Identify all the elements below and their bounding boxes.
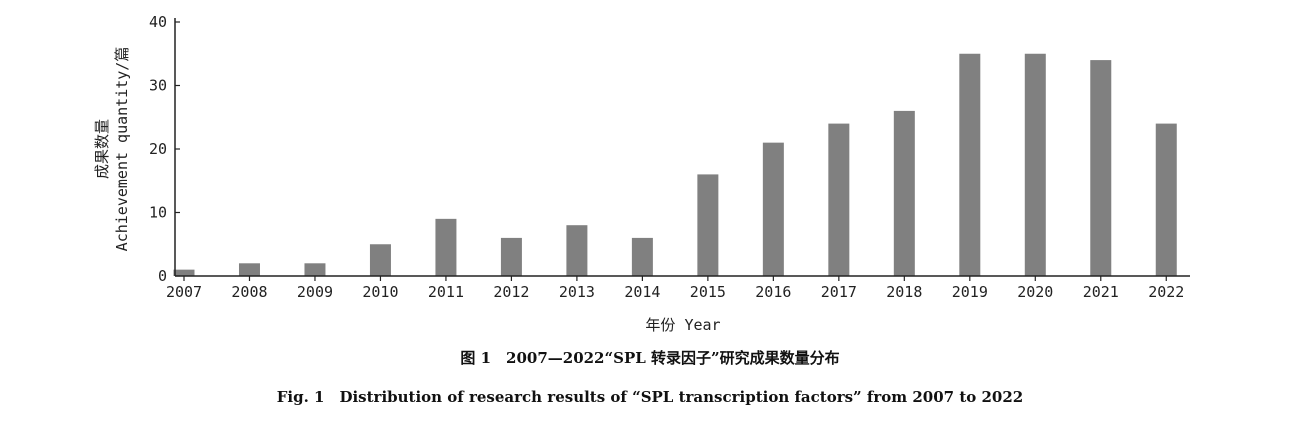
bar-2011 — [435, 218, 457, 276]
bar-2007 — [173, 269, 195, 276]
x-tick-label-2007: 2007 — [166, 283, 202, 301]
figure-caption-cn: 图 1 2007—2022“SPL 转录因子”研究成果数量分布 — [460, 349, 840, 367]
bar-2018 — [893, 110, 915, 277]
bar-2015 — [697, 174, 719, 276]
y-axis-title-cn: 成果数量 — [93, 119, 111, 179]
y-tick-label-40: 40 — [149, 13, 167, 31]
bar-2012 — [500, 237, 522, 276]
x-tick-label-2011: 2011 — [428, 283, 464, 301]
x-tick-label-2019: 2019 — [952, 283, 988, 301]
x-tick-label-2020: 2020 — [1017, 283, 1053, 301]
x-tick-label-2010: 2010 — [362, 283, 398, 301]
bar-2009 — [304, 263, 326, 276]
x-tick-label-2021: 2021 — [1083, 283, 1119, 301]
figure-caption-en: Fig. 1 Distribution of research results … — [276, 388, 1024, 406]
bar-2021 — [1090, 60, 1112, 276]
bar-2008 — [238, 263, 260, 276]
y-tick-label-10: 10 — [149, 204, 167, 222]
y-tick-label-30: 30 — [149, 77, 167, 95]
x-tick-label-2022: 2022 — [1148, 283, 1184, 301]
x-tick-label-2018: 2018 — [886, 283, 922, 301]
bar-2013 — [566, 225, 588, 276]
x-tick-label-2012: 2012 — [493, 283, 529, 301]
bar-2019 — [959, 53, 981, 276]
x-axis-title: 年份 Year — [645, 316, 720, 334]
x-tick-label-2017: 2017 — [821, 283, 857, 301]
bar-2017 — [828, 123, 850, 276]
y-tick-label-20: 20 — [149, 140, 167, 158]
bar-2016 — [762, 142, 784, 276]
bar-2020 — [1024, 53, 1046, 276]
x-tick-label-2016: 2016 — [755, 283, 791, 301]
x-tick-label-2009: 2009 — [297, 283, 333, 301]
y-axis-title-en: Achievement quantity/篇 — [113, 47, 131, 252]
bar-2022 — [1155, 123, 1177, 276]
x-tick-label-2015: 2015 — [690, 283, 726, 301]
x-tick-label-2008: 2008 — [231, 283, 267, 301]
bar-chart: 0 10 20 30 40 2007 2008 2009 2010 2011 2012 2013 201… — [93, 13, 1190, 334]
bar-2014 — [631, 237, 653, 276]
y-tick-label-0: 0 — [158, 267, 167, 285]
x-tick-label-2014: 2014 — [624, 283, 660, 301]
bar-2010 — [369, 244, 391, 276]
x-tick-label-2013: 2013 — [559, 283, 595, 301]
